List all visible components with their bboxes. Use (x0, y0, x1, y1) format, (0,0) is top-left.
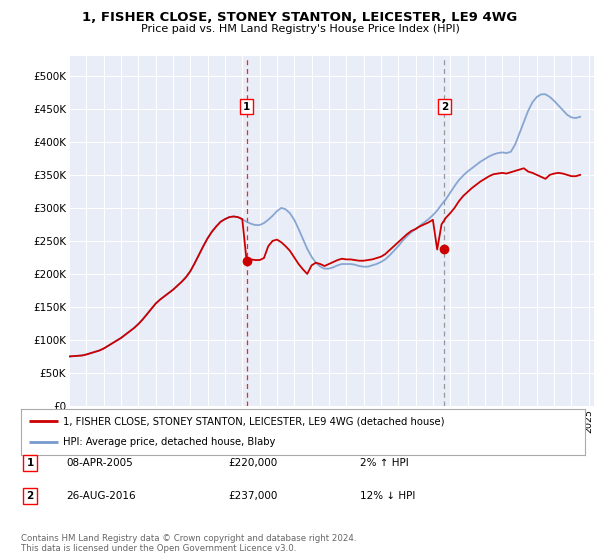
Text: 12% ↓ HPI: 12% ↓ HPI (360, 491, 415, 501)
Text: 26-AUG-2016: 26-AUG-2016 (66, 491, 136, 501)
Text: £237,000: £237,000 (228, 491, 277, 501)
Text: Contains HM Land Registry data © Crown copyright and database right 2024.
This d: Contains HM Land Registry data © Crown c… (21, 534, 356, 553)
Text: 1, FISHER CLOSE, STONEY STANTON, LEICESTER, LE9 4WG (detached house): 1, FISHER CLOSE, STONEY STANTON, LEICEST… (64, 416, 445, 426)
Text: 1, FISHER CLOSE, STONEY STANTON, LEICESTER, LE9 4WG: 1, FISHER CLOSE, STONEY STANTON, LEICEST… (82, 11, 518, 24)
Text: 2: 2 (26, 491, 34, 501)
Text: Price paid vs. HM Land Registry's House Price Index (HPI): Price paid vs. HM Land Registry's House … (140, 24, 460, 34)
Text: 1: 1 (26, 458, 34, 468)
Text: 2% ↑ HPI: 2% ↑ HPI (360, 458, 409, 468)
Text: 08-APR-2005: 08-APR-2005 (66, 458, 133, 468)
Text: 1: 1 (243, 102, 250, 112)
Text: HPI: Average price, detached house, Blaby: HPI: Average price, detached house, Blab… (64, 437, 275, 447)
Text: 2: 2 (440, 102, 448, 112)
Text: £220,000: £220,000 (228, 458, 277, 468)
